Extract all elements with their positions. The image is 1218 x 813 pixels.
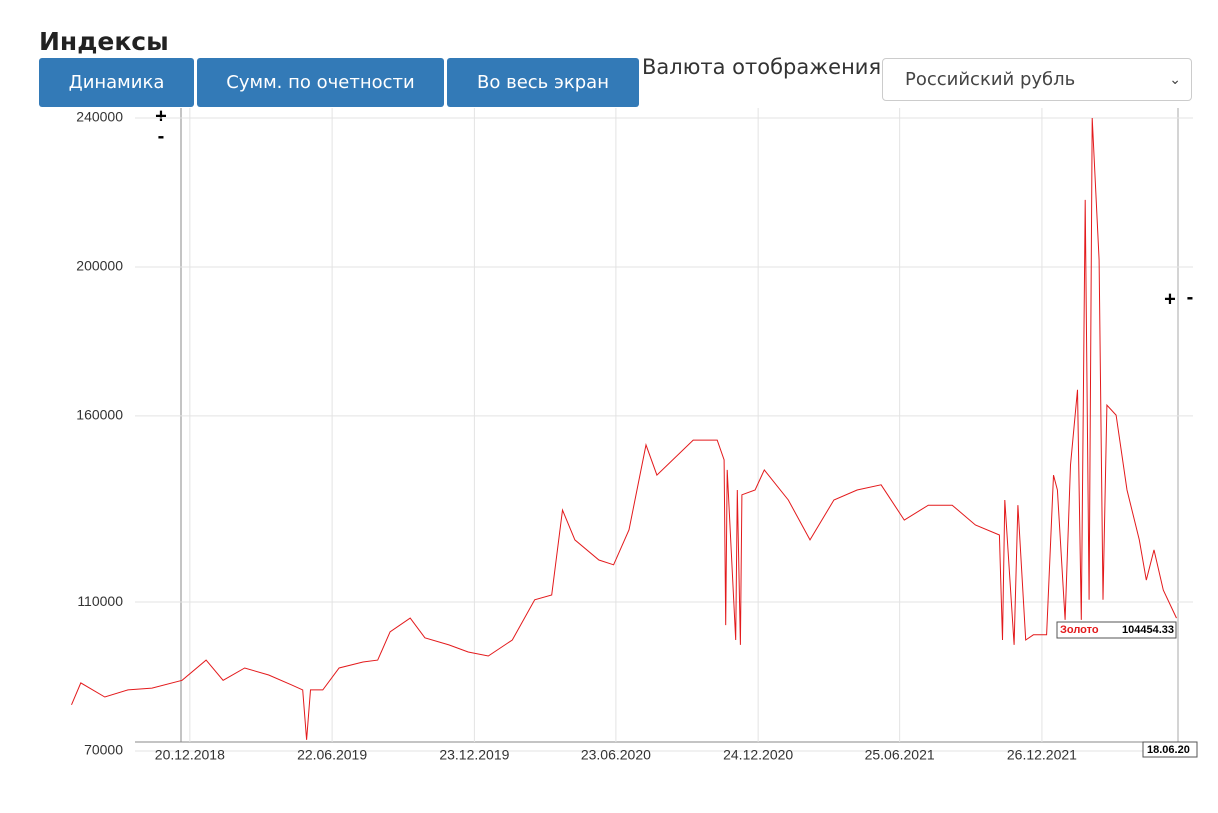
button[interactable]: Динамика: [39, 58, 194, 107]
x-tick-label: 26.12.2021: [1007, 747, 1077, 763]
date-box: [1142, 741, 1198, 758]
date-label: 18.06.20: [1147, 744, 1190, 756]
x-tick-label: 20.12.2018: [155, 747, 225, 763]
y-tick-label: 200000: [76, 258, 123, 274]
tooltip-value: 104454.33: [1122, 624, 1174, 636]
y-tick-label: 240000: [76, 109, 123, 125]
currency-label: Валюта отображения: [642, 55, 882, 79]
line-series: [71, 117, 1177, 740]
zoom-in[interactable]: +: [155, 105, 167, 127]
currency-select[interactable]: Российский рубль ⌄: [882, 58, 1192, 101]
select-arrow: ⌄: [1169, 71, 1181, 88]
button[interactable]: Во весь экран: [447, 58, 639, 107]
y-tick-label: 110000: [77, 593, 123, 609]
zoom-in[interactable]: +: [1164, 288, 1176, 310]
grid: [135, 108, 1193, 752]
y-tick-label: 160000: [76, 407, 123, 423]
tooltip-box: [1056, 621, 1177, 639]
x-tick-label: 23.06.2020: [581, 747, 651, 763]
button[interactable]: Сумм. по очетности: [197, 58, 444, 107]
y-tick-label: 70000: [84, 742, 123, 758]
x-tick-label: 25.06.2021: [865, 747, 935, 763]
zoom-out[interactable]: -: [1187, 286, 1194, 308]
x-tick-label: 22.06.2019: [297, 747, 367, 763]
select-value: Российский рубль: [905, 69, 1076, 90]
x-tick-label: 23.12.2019: [439, 747, 509, 763]
page-title: Индексы: [39, 27, 169, 56]
zoom-out[interactable]: -: [158, 125, 165, 147]
x-tick-label: 24.12.2020: [723, 747, 793, 763]
tooltip-name: Золото: [1060, 624, 1099, 636]
